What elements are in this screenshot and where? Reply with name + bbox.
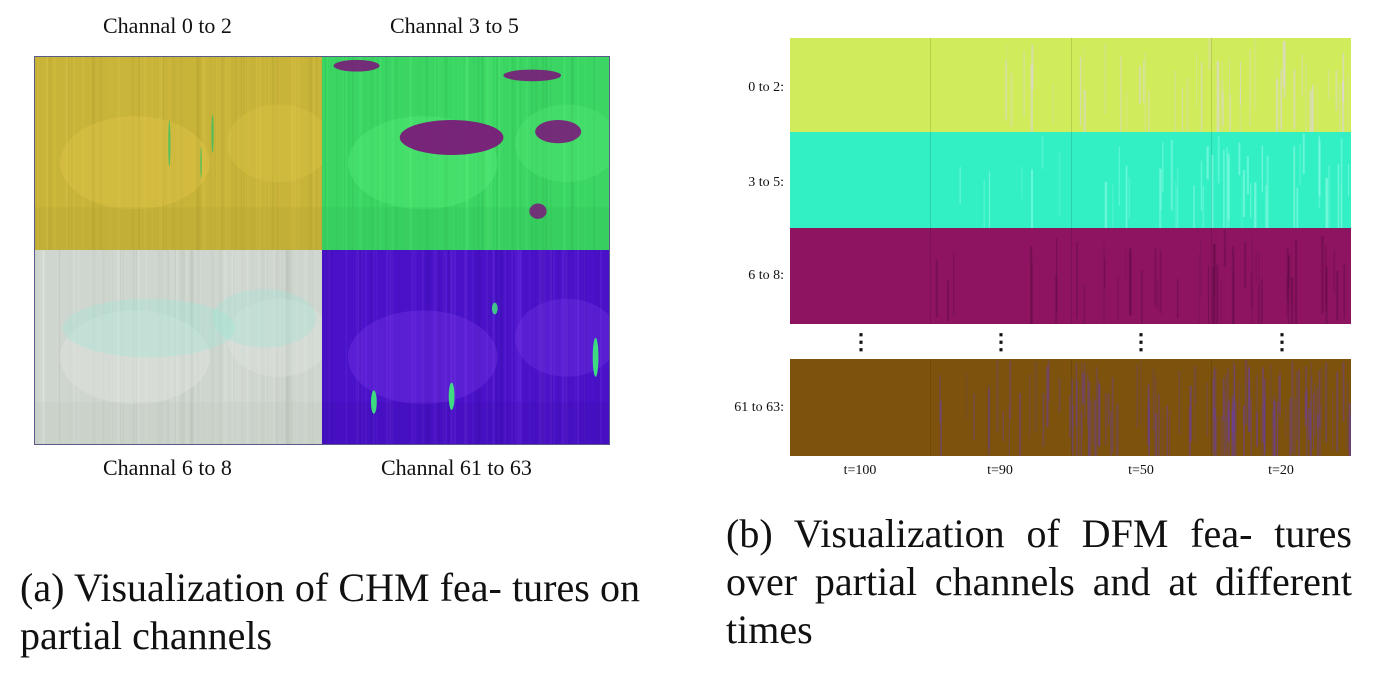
- time-label-t20: t=20: [1268, 463, 1294, 478]
- quadrant-label-top-left: Channal 0 to 2: [103, 13, 232, 38]
- time-label-t100: t=100: [843, 463, 877, 478]
- row-label-0-2: 0 to 2:: [748, 80, 784, 95]
- feature-map-channel-0-2: [34, 56, 322, 250]
- dfm-feature-cell: [790, 132, 931, 228]
- vertical-ellipsis: ⋮: [990, 329, 1012, 354]
- feature-map-channel-61-63: [322, 250, 610, 445]
- quadrant-label-top-right: Channal 3 to 5: [390, 13, 519, 38]
- dfm-feature-cell: [1211, 228, 1351, 324]
- time-label-t50: t=50: [1128, 463, 1154, 478]
- dfm-feature-cell: [930, 38, 1071, 133]
- time-label-t90: t=90: [987, 463, 1013, 478]
- quadrant-label-bottom-left: Channal 6 to 8: [103, 455, 232, 480]
- vertical-ellipsis: ⋮: [850, 329, 872, 354]
- dfm-feature-cell: [790, 359, 931, 456]
- dfm-feature-cell: [1211, 359, 1351, 456]
- dfm-feature-cell: [1071, 359, 1212, 456]
- dfm-feature-cell: [930, 359, 1071, 456]
- vertical-ellipsis: ⋮: [1271, 329, 1293, 354]
- dfm-feature-cell: [930, 228, 1071, 324]
- row-label-6-8: 6 to 8:: [748, 268, 784, 283]
- dfm-feature-cell: [790, 228, 931, 324]
- feature-map-channel-3-5: [322, 56, 610, 250]
- dfm-feature-cell: [1071, 132, 1212, 228]
- dfm-feature-cell: [1071, 228, 1212, 324]
- caption-b: (b) Visualization of DFM fea- tures over…: [726, 511, 1352, 652]
- feature-map-channel-6-8: [34, 250, 322, 445]
- dfm-feature-cell: [1211, 132, 1351, 228]
- dfm-feature-cell: [1211, 38, 1351, 133]
- caption-a: (a) Visualization of CHM fea- tures on p…: [20, 565, 640, 658]
- row-label-3-5: 3 to 5:: [748, 175, 784, 190]
- quadrant-label-bottom-right: Channal 61 to 63: [381, 455, 532, 480]
- row-label-61-63: 61 to 63:: [734, 400, 784, 415]
- dfm-feature-cell: [790, 38, 931, 133]
- dfm-feature-cell: [1071, 38, 1212, 133]
- dfm-feature-cell: [930, 132, 1071, 228]
- vertical-ellipsis: ⋮: [1130, 329, 1152, 354]
